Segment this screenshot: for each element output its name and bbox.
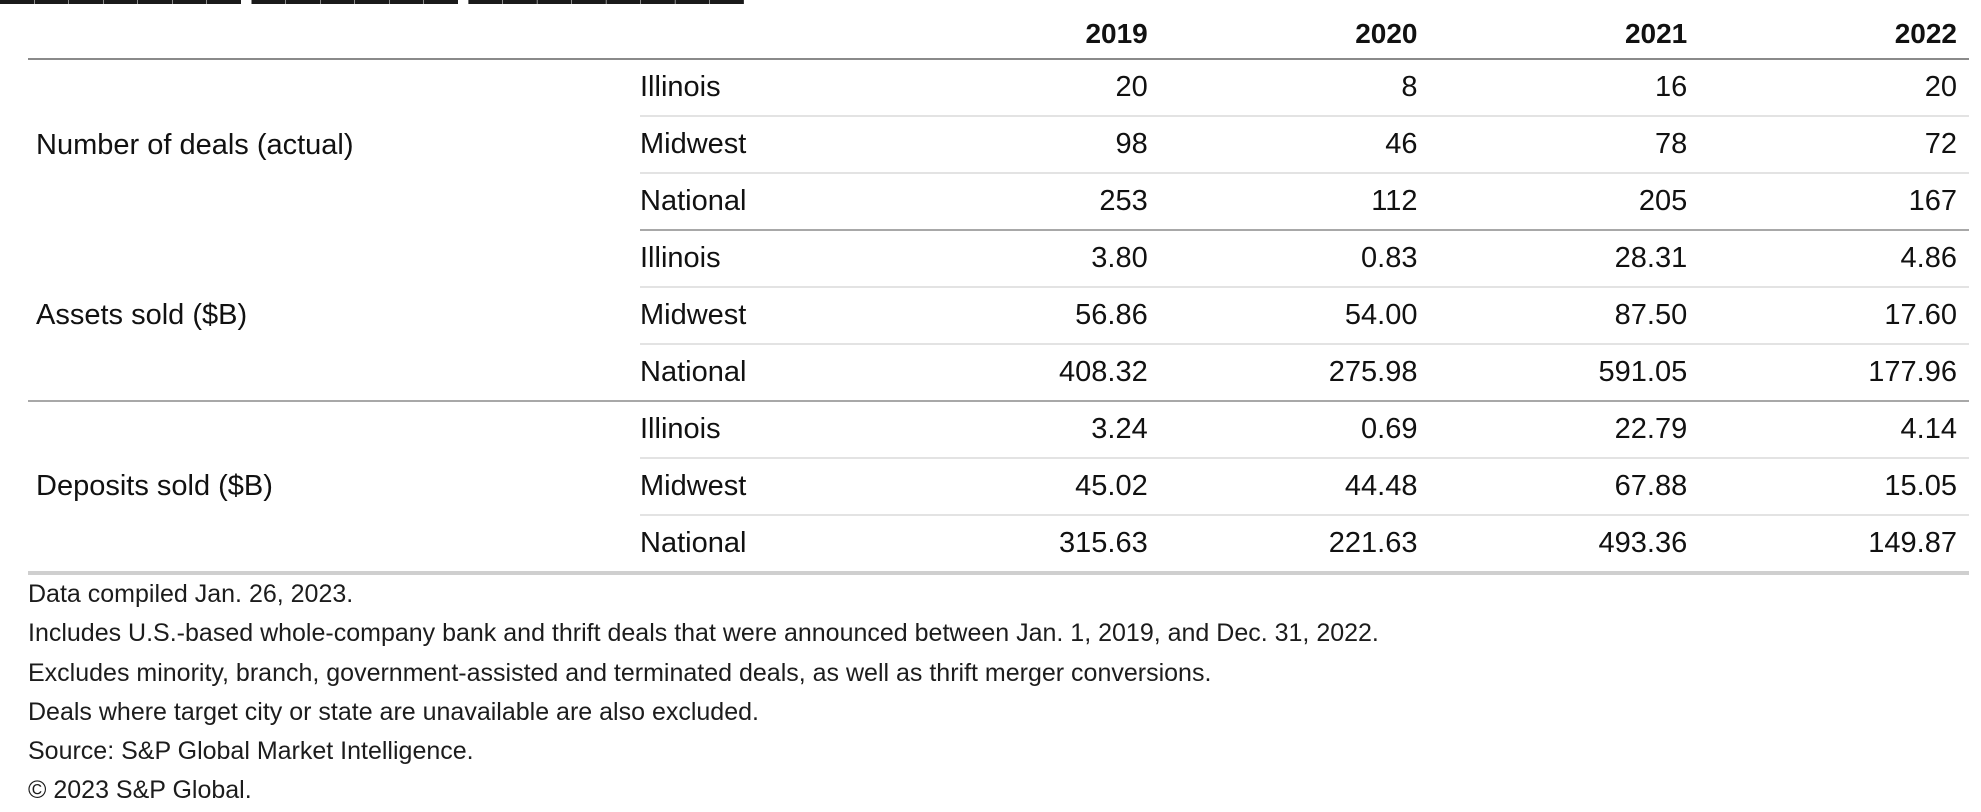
metric-label: Assets sold ($B)	[28, 230, 640, 402]
footnotes: Data compiled Jan. 26, 2023. Includes U.…	[28, 575, 1958, 811]
region-label: National	[640, 515, 890, 575]
source-note: Source: S&P Global Market Intelligence.	[28, 737, 474, 766]
table-row: Midwest 45.02 44.48 67.88 15.05	[28, 458, 1969, 516]
year-header: 2020	[1159, 10, 1430, 60]
footnote: Excludes minority, branch, government-as…	[28, 658, 1212, 687]
value-cell: 221.63	[1159, 515, 1430, 575]
region-label: National	[640, 173, 890, 231]
region-label: Midwest	[640, 458, 890, 516]
region-label: Illinois	[640, 59, 890, 117]
metric-label: Deposits sold ($B)	[28, 401, 640, 575]
table-row: Assets sold ($B) Illinois 3.80 0.83 28.3…	[28, 230, 1969, 402]
year-header: 2021	[1429, 10, 1700, 60]
region-label: Illinois	[640, 401, 890, 459]
value-cell: 67.88	[1429, 458, 1700, 516]
region-label: National	[640, 344, 890, 402]
value-cell: 4.86	[1699, 230, 1969, 288]
year-header: 2022	[1699, 10, 1969, 60]
value-cell: 98	[890, 116, 1160, 174]
copyright-note: © 2023 S&P Global.	[28, 776, 252, 805]
metric-label: Number of deals (actual)	[36, 128, 354, 161]
value-cell: 408.32	[890, 344, 1160, 402]
value-cell: 78	[1429, 116, 1700, 174]
header-row: 2019 2020 2021 2022	[28, 10, 1969, 60]
table-row: National 253 112 205 167	[28, 173, 1969, 231]
year-header: 2019	[890, 10, 1160, 60]
value-cell: 3.24	[890, 401, 1160, 459]
region-label: Midwest	[640, 116, 890, 174]
value-cell: 253	[890, 173, 1160, 231]
footnote: Deals where target city or state are una…	[28, 697, 759, 726]
value-cell: 28.31	[1429, 230, 1700, 288]
value-cell: 20	[1699, 59, 1969, 117]
header-blank-cell	[28, 10, 640, 60]
header-blank-cell	[640, 10, 890, 60]
value-cell: 0.83	[1159, 230, 1430, 288]
value-cell: 87.50	[1429, 287, 1700, 345]
footnote: Includes U.S.-based whole-company bank a…	[28, 619, 1379, 648]
value-cell: 112	[1159, 173, 1430, 231]
value-cell: 149.87	[1699, 515, 1969, 575]
value-cell: 493.36	[1429, 515, 1700, 575]
table-row: Number of deals (actual) Illinois 20 8 1…	[28, 59, 1969, 161]
value-cell: 315.63	[890, 515, 1160, 575]
value-cell: 4.14	[1699, 401, 1969, 459]
footnote: Data compiled Jan. 26, 2023.	[28, 580, 354, 608]
region-label: Illinois	[640, 230, 890, 288]
value-cell: 46	[1159, 116, 1430, 174]
table-row: Midwest 56.86 54.00 87.50 17.60	[28, 287, 1969, 345]
value-cell: 275.98	[1159, 344, 1430, 402]
value-cell: 8	[1159, 59, 1430, 117]
value-cell: 72	[1699, 116, 1969, 174]
value-cell: 16	[1429, 59, 1700, 117]
value-cell: 177.96	[1699, 344, 1969, 402]
value-cell: 44.48	[1159, 458, 1430, 516]
table-row: Deposits sold ($B) Illinois 3.24 0.69 22…	[28, 401, 1969, 575]
value-cell: 54.00	[1159, 287, 1430, 345]
value-cell: 167	[1699, 173, 1969, 231]
value-cell: 22.79	[1429, 401, 1700, 459]
table-row: National 315.63 221.63 493.36 149.87	[28, 515, 1969, 575]
value-cell: 17.60	[1699, 287, 1969, 345]
value-cell: 15.05	[1699, 458, 1969, 516]
value-cell: 205	[1429, 173, 1700, 231]
value-cell: 591.05	[1429, 344, 1700, 402]
value-cell: 56.86	[890, 287, 1160, 345]
value-cell: 0.69	[1159, 401, 1430, 459]
value-cell: 20	[890, 59, 1160, 117]
deals-table: 2019 2020 2021 2022 Number of deals (act…	[28, 10, 1969, 575]
region-label: Midwest	[640, 287, 890, 345]
value-cell: 45.02	[890, 458, 1160, 516]
table-row: National 408.32 275.98 591.05 177.96	[28, 344, 1969, 402]
title-fragment: ▬▬▬▬▬▬▬ ▬▬▬▬▬▬ ▬▬▬▬▬▬▬▬ ▬▬▬▬▬▬	[0, 0, 760, 8]
value-cell: 3.80	[890, 230, 1160, 288]
table-row: Midwest 98 46 78 72	[28, 116, 1969, 174]
